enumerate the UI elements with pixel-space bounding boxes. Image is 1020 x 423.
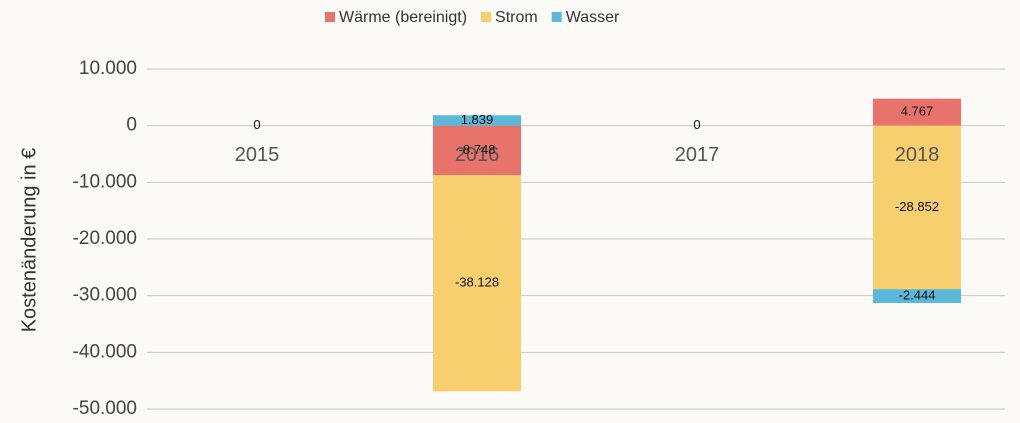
bar-segment	[433, 115, 521, 126]
value-label: 4.767	[901, 104, 934, 119]
y-axis-title: Kostenänderung in €	[18, 148, 40, 333]
value-label: 0	[693, 117, 700, 132]
legend-label: Wärme (bereinigt)	[339, 9, 467, 26]
value-label: -8.748	[459, 142, 496, 157]
y-tick-label: -20.000	[73, 228, 137, 249]
bar-segment	[433, 125, 521, 176]
legend-swatch	[481, 12, 492, 22]
x-tick-label: 2017	[675, 144, 720, 166]
legend-label: Strom	[495, 9, 538, 26]
y-tick-label: 0	[126, 115, 137, 136]
bar-segment	[873, 125, 961, 290]
y-tick-label: -50.000	[73, 398, 137, 419]
bar-segment	[873, 98, 961, 126]
value-label: 0	[253, 117, 260, 132]
y-tick-label: -40.000	[73, 341, 137, 362]
bar-segment	[873, 289, 961, 304]
value-label: -38.128	[455, 275, 499, 290]
bar-segment	[433, 175, 521, 392]
value-label: -2.444	[899, 288, 936, 303]
value-label: 1.839	[461, 112, 494, 127]
legend-swatch	[325, 12, 335, 22]
x-tick-label: 2016	[455, 144, 500, 166]
legend-label: Wasser	[566, 9, 620, 26]
y-tick-label: 10.000	[79, 58, 137, 79]
value-label: -28.852	[895, 199, 939, 214]
x-tick-label: 2018	[895, 144, 940, 166]
y-tick-label: -10.000	[73, 171, 137, 192]
legend-swatch	[551, 12, 562, 22]
y-tick-label: -30.000	[73, 285, 137, 306]
x-tick-label: 2015	[235, 144, 280, 166]
